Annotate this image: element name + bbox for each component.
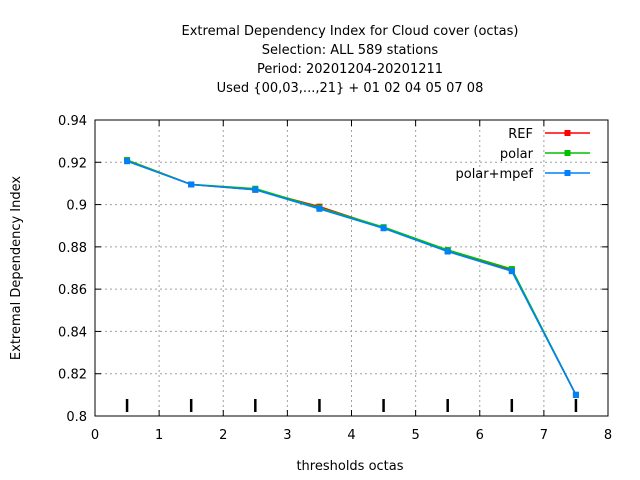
chart-title: Extremal Dependency Index for Cloud cove… — [182, 24, 519, 96]
y-tick-label: 0.92 — [58, 156, 87, 171]
data-point — [124, 158, 131, 165]
data-point — [252, 186, 259, 193]
data-point — [380, 225, 387, 232]
x-tick-label: 2 — [219, 428, 227, 443]
title-line: Period: 20201204-20201211 — [257, 62, 443, 77]
x-tick-label: 0 — [91, 428, 99, 443]
data-point — [444, 248, 451, 255]
data-point — [572, 391, 579, 398]
y-axis-label: Extremal Dependency Index — [9, 176, 24, 360]
title-line: Extremal Dependency Index for Cloud cove… — [182, 24, 519, 39]
y-tick-label: 0.86 — [58, 283, 87, 298]
legend-marker — [564, 170, 571, 176]
series — [124, 157, 579, 398]
y-tick-label: 0.94 — [58, 114, 87, 129]
legend-label: polar+mpef — [455, 167, 533, 182]
x-axis-ticks: 0 1 2 3 4 5 6 7 8 — [91, 120, 612, 443]
data-point — [316, 205, 323, 212]
y-tick-label: 0.9 — [66, 199, 87, 214]
legend: REF polar polar+mpef — [455, 127, 590, 182]
y-tick-label: 0.8 — [66, 410, 87, 425]
title-line: Selection: ALL 589 stations — [262, 43, 439, 58]
legend-marker — [564, 130, 571, 136]
y-tick-label: 0.82 — [58, 368, 87, 383]
x-tick-label: 8 — [604, 428, 612, 443]
series-line-polar+mpef — [126, 160, 577, 396]
x-tick-label: 6 — [476, 428, 484, 443]
x-axis-label: thresholds octas — [296, 459, 403, 474]
x-tick-label: 5 — [411, 428, 419, 443]
legend-marker — [564, 150, 571, 156]
threshold-markers — [125, 399, 578, 412]
data-point — [188, 181, 195, 188]
x-tick-label: 4 — [347, 428, 355, 443]
y-tick-label: 0.84 — [58, 325, 87, 340]
legend-label: REF — [508, 127, 533, 142]
data-point — [508, 268, 515, 275]
x-tick-label: 1 — [155, 428, 163, 443]
grid — [95, 120, 608, 416]
title-line: Used {00,03,...,21} + 01 02 04 05 07 08 — [217, 81, 484, 96]
legend-label: polar — [500, 147, 534, 162]
x-tick-label: 3 — [283, 428, 291, 443]
y-axis-ticks: 0.8 0.82 0.84 0.86 0.88 0.9 0.92 0.94 — [58, 114, 608, 425]
y-tick-label: 0.88 — [58, 241, 87, 256]
x-tick-label: 7 — [540, 428, 548, 443]
